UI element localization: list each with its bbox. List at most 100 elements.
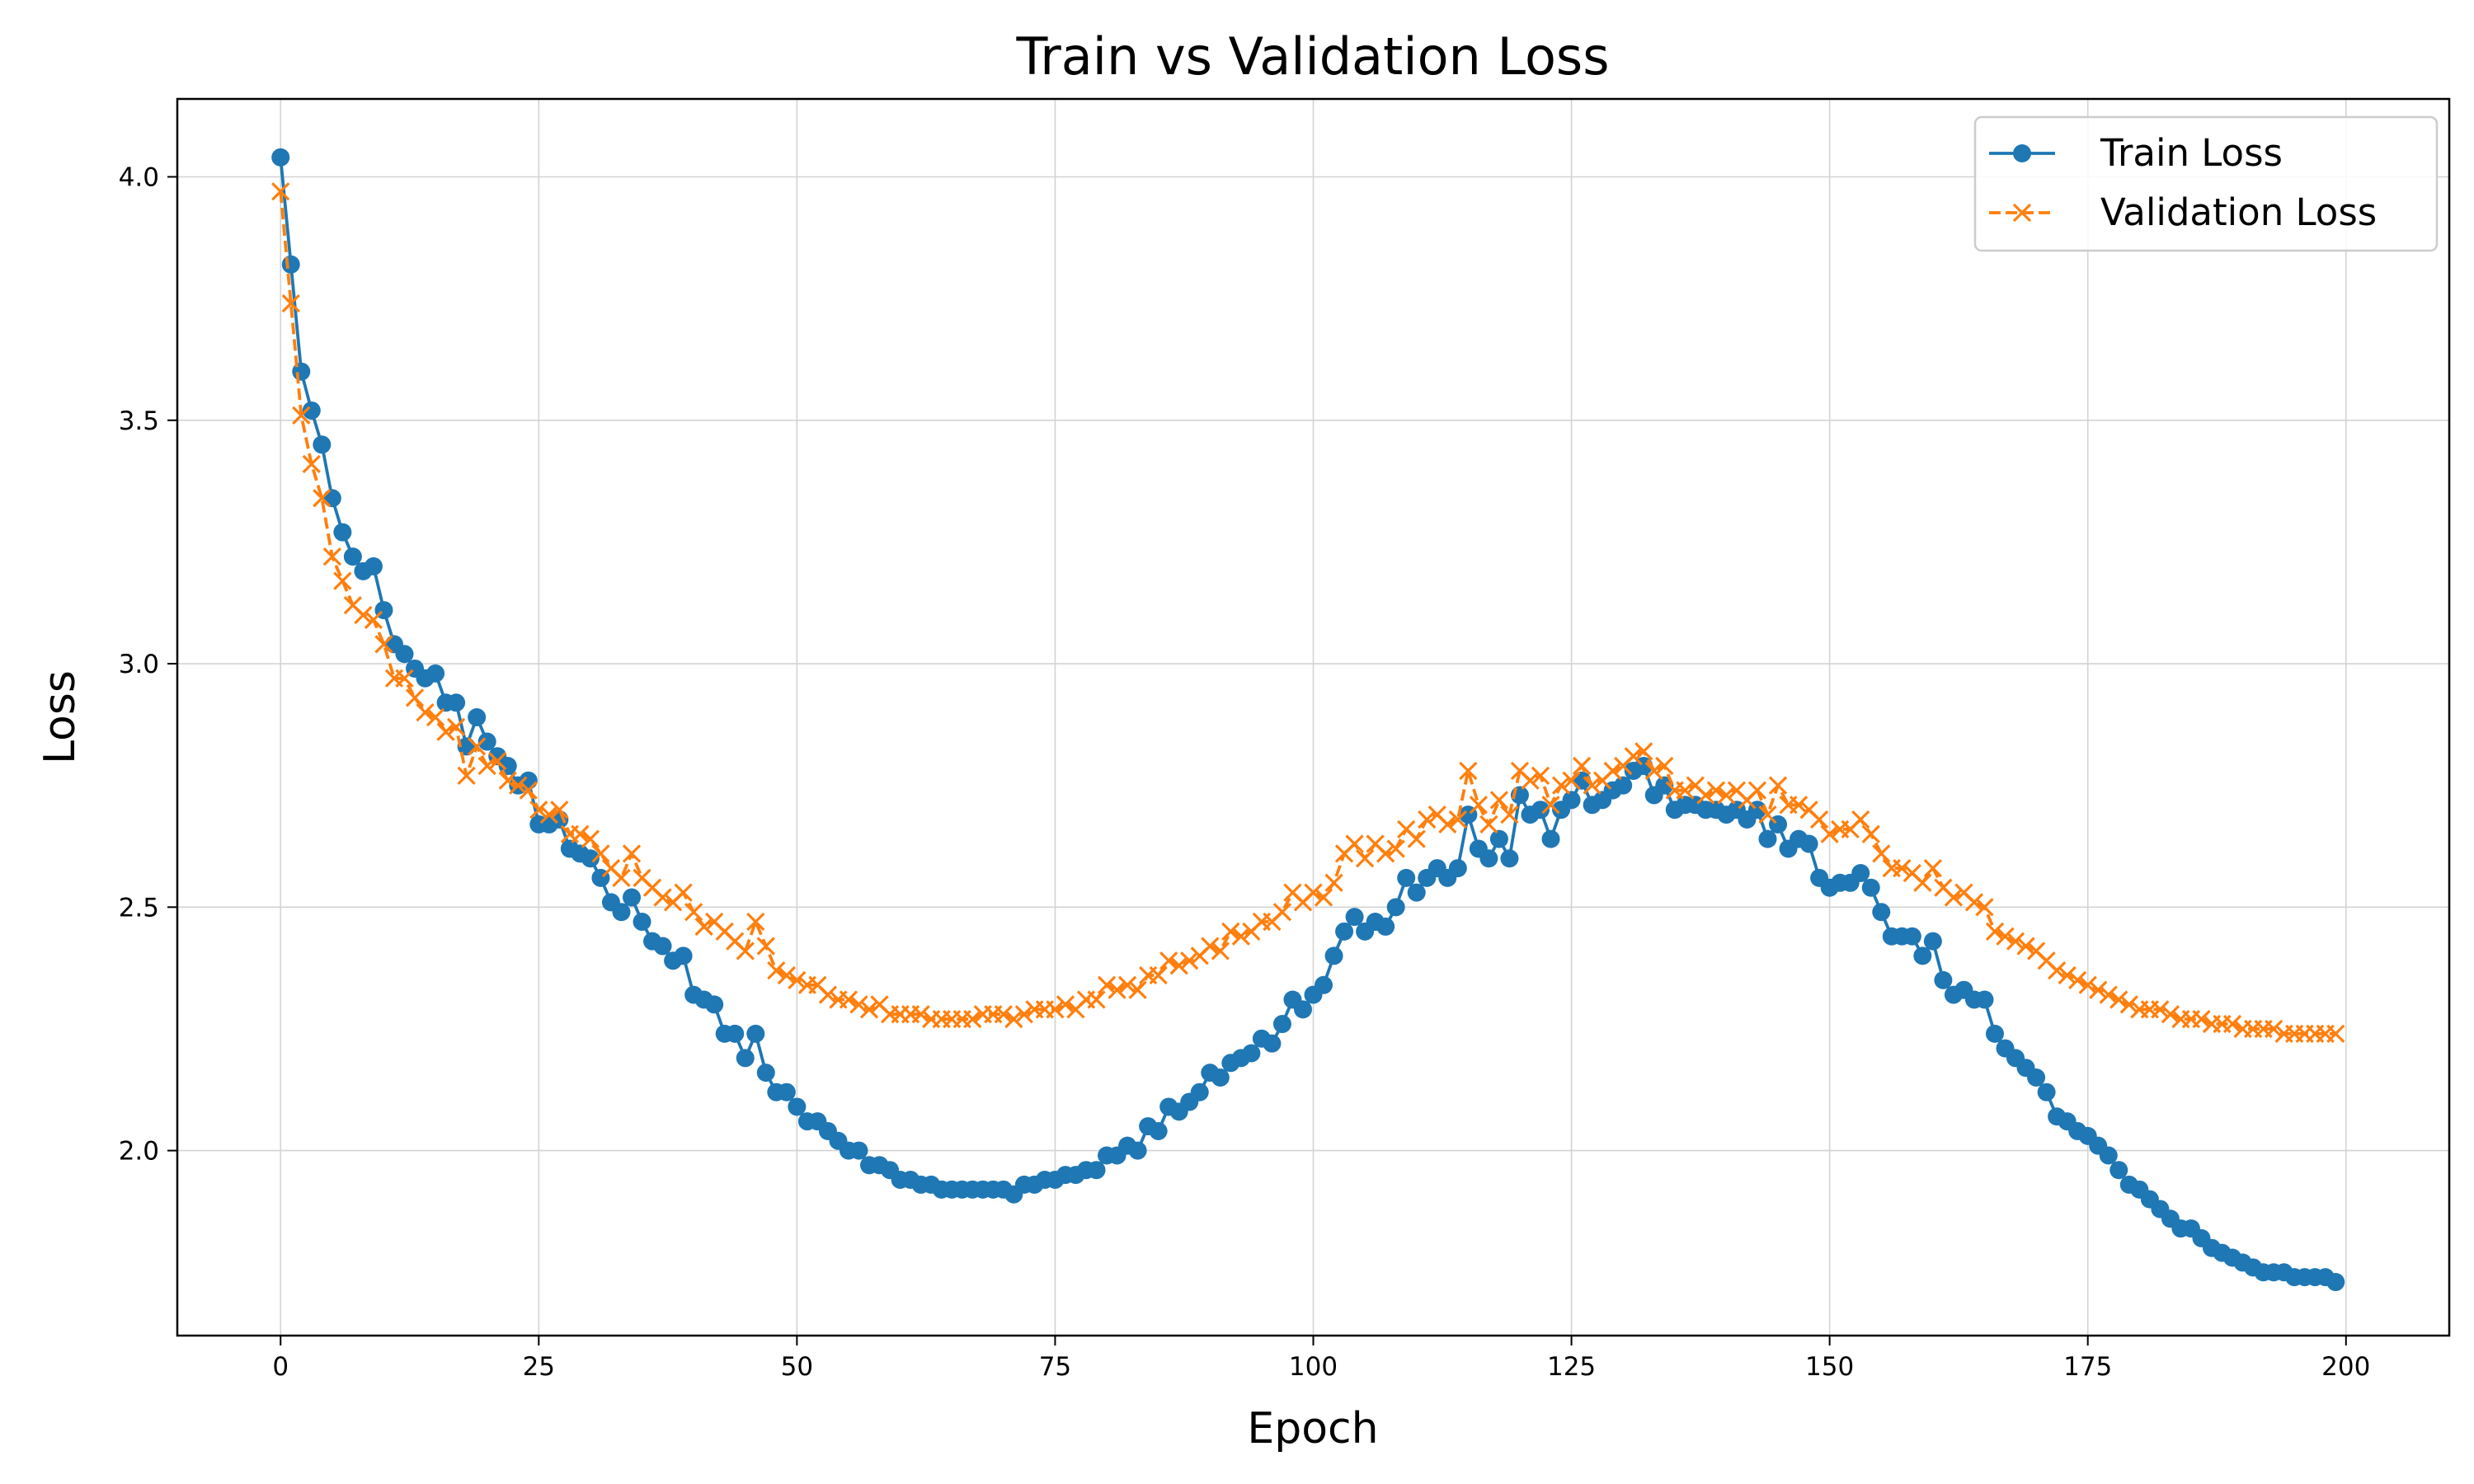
validation-loss-point [581,829,600,848]
validation-loss-point [302,454,321,474]
series-layer [271,148,2345,1292]
train-loss-point [2027,1068,2046,1087]
train-loss-point [1272,1015,1291,1034]
train-loss-point [1861,878,1880,897]
validation-loss-point [1541,796,1560,815]
train-loss-point [1263,1034,1282,1053]
validation-loss-point [477,756,496,776]
validation-loss-point [622,844,642,863]
train-loss-point [1479,849,1498,868]
validation-loss-point [1376,844,1395,863]
grid [177,99,2449,1336]
y-tick-label: 4.0 [119,162,159,192]
validation-loss-point [1820,824,1839,843]
train-loss-point [1531,801,1550,819]
validation-loss-point [1676,781,1695,800]
train-loss-point [1614,776,1633,795]
y-tick-label: 3.5 [119,406,159,436]
train-loss-point [1489,829,1508,848]
validation-loss-point [1985,922,2005,941]
train-loss-point [292,362,311,381]
validation-loss-point [1097,975,1117,994]
train-loss-point [633,913,651,932]
validation-loss-point [1304,883,1323,902]
validation-loss-point [1809,810,1829,829]
validation-loss-point [281,294,300,313]
validation-loss-point [612,868,631,888]
validation-loss-point [498,771,517,790]
train-loss-point [1407,883,1426,902]
validation-loss-point [1531,766,1550,785]
validation-loss-point [1169,956,1188,975]
chart-title: Train vs Validation Loss [1015,26,1609,87]
validation-loss-point [1046,1000,1065,1019]
validation-loss-point [2326,1024,2345,1043]
x-tick-label: 125 [1547,1352,1596,1382]
validation-loss-point [1314,888,1333,907]
validation-loss-point [911,1005,930,1024]
y-axis-title: Loss [35,670,85,764]
validation-loss-point [468,737,487,756]
validation-loss-point [2161,1005,2180,1024]
validation-loss-point [416,702,435,722]
validation-loss-point [963,1010,982,1029]
validation-loss-point [2068,970,2087,990]
validation-loss-point [2016,937,2035,956]
validation-loss-point [1758,805,1777,824]
validation-loss-point [1117,975,1137,994]
validation-loss-point [1706,781,1726,800]
validation-loss-point [591,844,610,863]
validation-loss-point [1407,829,1426,848]
legend-x-marker [2012,203,2032,223]
train-loss-point [1448,859,1467,878]
train-loss-point [726,1024,745,1043]
validation-loss-point [1159,951,1178,970]
validation-loss-point [1583,776,1602,795]
train-loss-point [1128,1141,1147,1160]
validation-loss-point [1201,937,1220,956]
train-loss-point [281,255,300,274]
validation-loss-point [1521,771,1540,790]
validation-loss-point [1272,903,1292,922]
train-loss-point [1190,1082,1209,1101]
validation-loss-point [550,801,569,819]
validation-loss-point [1489,791,1509,810]
train-loss-point [1345,908,1364,927]
validation-loss-point [1717,786,1736,805]
validation-loss-point [1469,796,1488,815]
train-loss-point [2037,1082,2056,1101]
train-loss-point [313,435,332,454]
validation-loss-point [354,605,373,625]
validation-loss-point [1551,776,1571,795]
train-loss-point [1335,922,1354,941]
validation-loss-point [519,781,538,800]
validation-loss-point [1747,781,1767,800]
y-tick-label: 3.0 [119,650,159,679]
train-loss-point [1799,834,1818,853]
train-loss-point [343,547,362,566]
validation-loss-point [777,965,796,985]
validation-loss-point [2048,960,2067,980]
train-loss-point [322,489,341,508]
validation-loss-point [1211,942,1230,960]
validation-loss-point [1944,888,1964,907]
validation-loss-point [1975,898,1994,917]
train-loss-point [736,1049,755,1068]
train-loss-point [612,903,631,922]
validation-loss-point [1572,756,1592,776]
validation-loss-point [653,888,672,907]
train-loss-point [2109,1161,2128,1180]
validation-loss-point [1418,810,1437,829]
validation-loss-point [1386,839,1405,858]
axis-ticks: 0 25 50 75 100 125 150 175 200 2.0 2.5 3.0 3.5 4.0 [119,162,2371,1382]
validation-loss-point [1696,786,1715,805]
validation-loss-point [1913,873,1932,892]
x-tick-label: 75 [1039,1352,1071,1382]
validation-loss-point [674,883,693,902]
train-loss-point [1872,903,1891,922]
validation-loss-point [1459,761,1478,781]
validation-loss-point [2222,1014,2242,1034]
train-loss-point [849,1141,868,1160]
validation-loss-point [1355,849,1375,868]
